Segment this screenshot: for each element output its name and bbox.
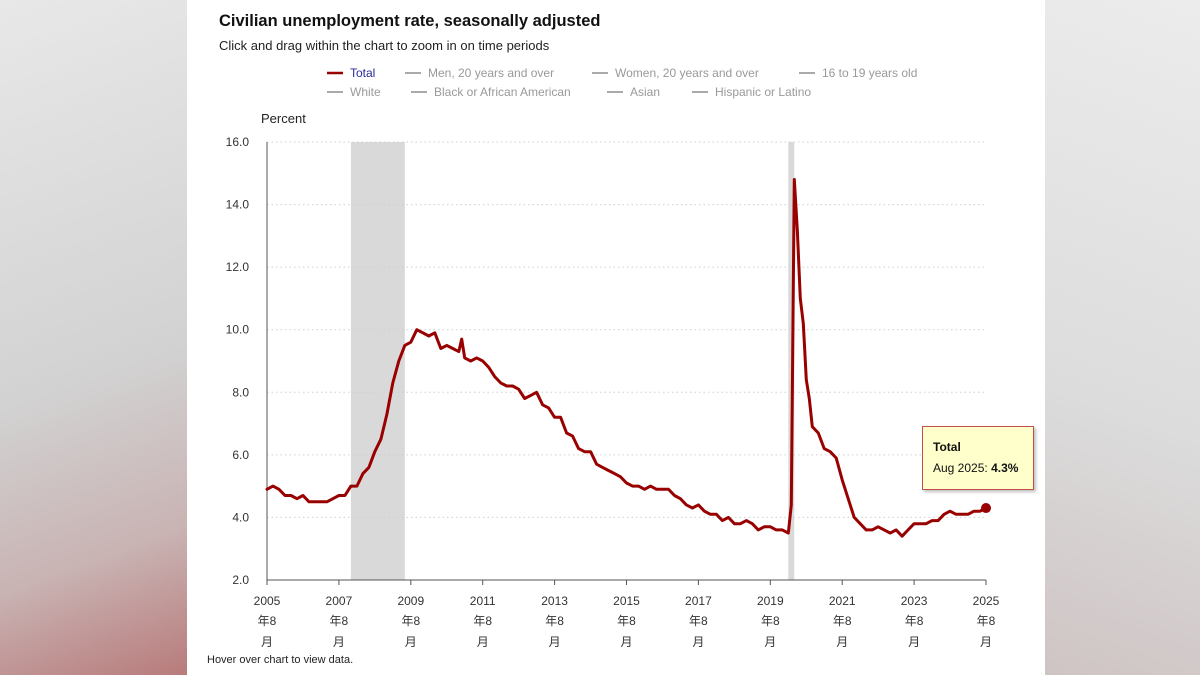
- x-tick-suffix: 年8: [473, 614, 492, 628]
- y-tick-10.0: 10.0: [226, 323, 250, 337]
- tooltip-label: Aug 2025:: [933, 461, 992, 475]
- footer-hint: Hover over chart to view data.: [207, 654, 354, 666]
- y-tick-14.0: 14.0: [226, 198, 250, 212]
- chart-panel: Civilian unemployment rate, seasonally a…: [187, 0, 1045, 675]
- x-tick-suffix: 年8: [761, 614, 780, 628]
- x-tick-2025: 2025 年8 月: [973, 594, 1000, 649]
- x-tick-2007: 2007 年8 月: [326, 594, 353, 649]
- chart-title: Civilian unemployment rate, seasonally a…: [219, 12, 601, 30]
- x-tick-month: 月: [836, 635, 848, 649]
- x-tick-year: 2025: [973, 594, 1000, 608]
- x-tick-month: 月: [333, 635, 345, 649]
- y-tick-12.0: 12.0: [226, 260, 250, 274]
- y-tick-16.0: 16.0: [226, 135, 250, 149]
- x-tick-2017: 2017 年8 月: [685, 594, 712, 649]
- x-tick-2013: 2013 年8 月: [541, 594, 568, 649]
- legend-item-1[interactable]: Men, 20 years and over: [428, 66, 554, 80]
- x-tick-month: 月: [692, 635, 704, 649]
- gridlines: [267, 141, 986, 518]
- legend-item-5[interactable]: Black or African American: [434, 85, 571, 99]
- x-tick-month: 月: [980, 635, 992, 649]
- highlight-point-marker[interactable]: [981, 503, 991, 514]
- legend: Total Men, 20 years and over Women, 20 yea…: [327, 66, 917, 99]
- legend-item-0[interactable]: Total: [350, 66, 375, 80]
- series-line-total[interactable]: [265, 178, 988, 538]
- background-left: [0, 0, 187, 675]
- y-tick-6.0: 6.0: [232, 448, 249, 462]
- x-tick-suffix: 年8: [258, 614, 277, 628]
- x-tick-2019: 2019 年8 月: [757, 594, 784, 649]
- markers: [981, 503, 991, 514]
- legend-item-6[interactable]: Asian: [630, 85, 660, 99]
- series-lines[interactable]: [265, 178, 988, 538]
- x-tick-2005: 2005 年8 月: [254, 594, 281, 649]
- legend-item-4[interactable]: White: [350, 85, 381, 99]
- axes: [266, 142, 987, 585]
- legend-item-2[interactable]: Women, 20 years and over: [615, 66, 759, 80]
- background-right: [1045, 0, 1200, 675]
- x-tick-month: 月: [549, 635, 561, 649]
- y-tick-2.0: 2.0: [232, 573, 249, 587]
- y-axis-label: Percent: [261, 111, 306, 126]
- recession-band-0: [350, 142, 405, 580]
- x-tick-year: 2005: [254, 594, 281, 608]
- x-tick-2011: 2011 年8 月: [470, 594, 496, 649]
- x-tick-month: 月: [405, 635, 417, 649]
- y-tick-labels: 2.0 4.0 6.0 8.0 10.0 12.0 14.0 16.0: [226, 135, 250, 587]
- x-tick-year: 2021: [829, 594, 856, 608]
- x-tick-month: 月: [261, 635, 273, 649]
- x-tick-month: 月: [620, 635, 632, 649]
- x-tick-year: 2019: [757, 594, 784, 608]
- x-tick-year: 2011: [470, 594, 496, 608]
- x-tick-suffix: 年8: [545, 614, 564, 628]
- x-tick-2023: 2023 年8 月: [901, 594, 928, 649]
- chart-svg[interactable]: Total Men, 20 years and over Women, 20 yea…: [187, 0, 1045, 675]
- x-tick-suffix: 年8: [330, 614, 349, 628]
- x-tick-year: 2017: [685, 594, 712, 608]
- x-tick-month: 月: [764, 635, 776, 649]
- x-tick-year: 2007: [326, 594, 353, 608]
- x-tick-labels: 2005 年8 月 2007 年8 月 2009 年8 月 2011 年8 月 2013 年8 月 2015 年…: [254, 594, 1000, 649]
- recession-shading: [350, 142, 795, 580]
- x-tick-month: 月: [477, 635, 489, 649]
- x-tick-year: 2023: [901, 594, 928, 608]
- x-tick-suffix: 年8: [833, 614, 852, 628]
- x-tick-year: 2009: [397, 594, 424, 608]
- tooltip-title: Total: [933, 440, 961, 454]
- chart-subtitle: Click and drag within the chart to zoom …: [219, 38, 550, 53]
- x-tick-suffix: 年8: [905, 614, 924, 628]
- tooltip-value: 4.3%: [991, 461, 1019, 475]
- x-tick-year: 2013: [541, 594, 568, 608]
- tooltip: Total Aug 2025: 4.3%: [922, 426, 1034, 490]
- legend-item-7[interactable]: Hispanic or Latino: [715, 85, 811, 99]
- x-tick-2009: 2009 年8 月: [397, 594, 424, 649]
- y-tick-8.0: 8.0: [232, 385, 249, 399]
- x-tick-2015: 2015 年8 月: [613, 594, 640, 649]
- x-tick-suffix: 年8: [689, 614, 708, 628]
- legend-item-3[interactable]: 16 to 19 years old: [822, 66, 917, 80]
- x-tick-year: 2015: [613, 594, 640, 608]
- y-tick-4.0: 4.0: [232, 510, 249, 524]
- x-tick-month: 月: [908, 635, 920, 649]
- tooltip-body: Aug 2025: 4.3%: [933, 461, 1018, 475]
- x-tick-suffix: 年8: [617, 614, 636, 628]
- x-tick-suffix: 年8: [977, 614, 996, 628]
- x-tick-2021: 2021 年8 月: [829, 594, 856, 649]
- x-tick-suffix: 年8: [401, 614, 420, 628]
